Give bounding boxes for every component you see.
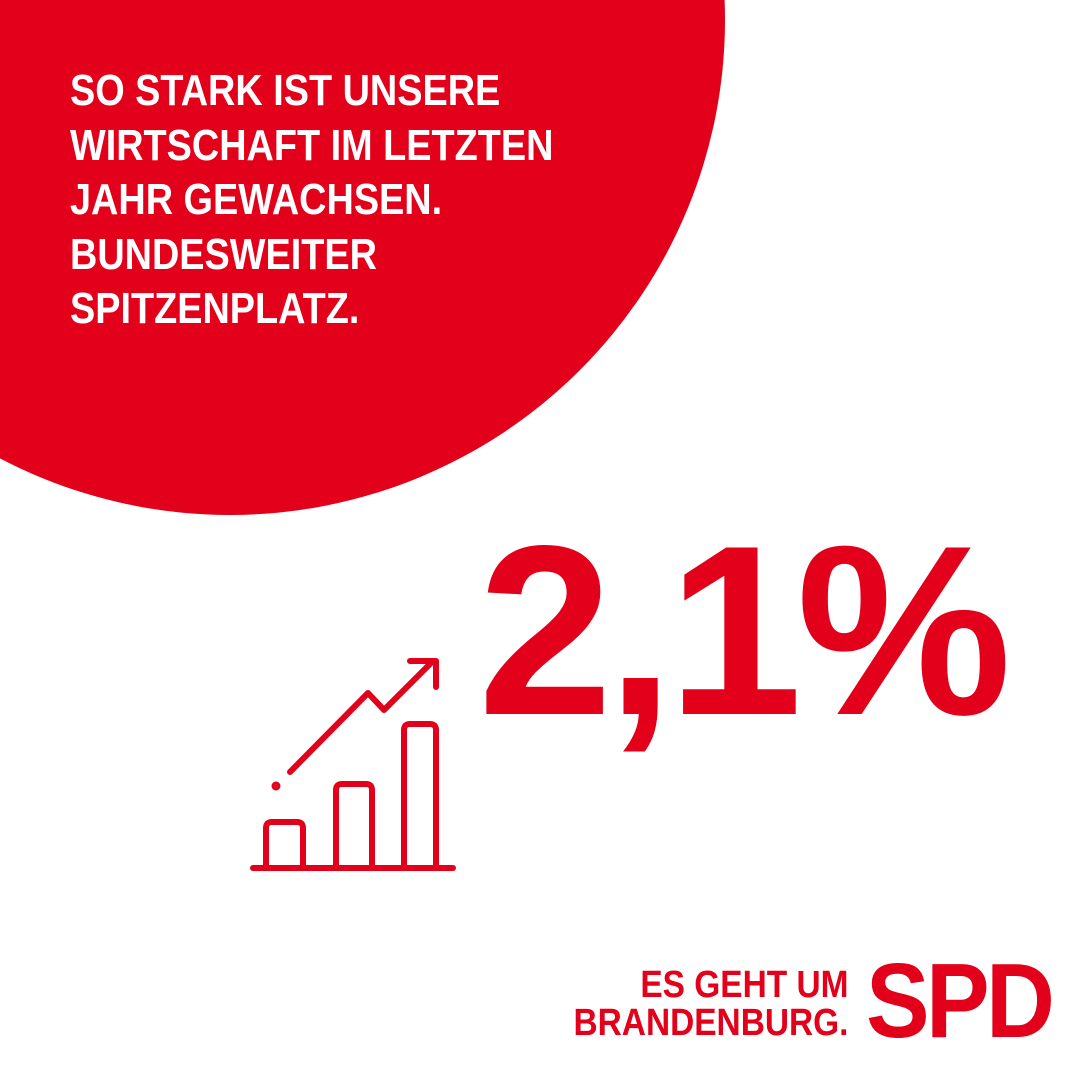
headline-line: JAHR GEWACHSEN. [70,175,443,224]
slogan: ES GEHT UM BRANDENBURG. [573,966,848,1042]
slogan-line: ES GEHT UM [639,964,848,1006]
headline: SO STARK IST UNSERE WIRTSCHAFT IM LETZTE… [70,64,553,337]
headline-line: SO STARK IST UNSERE [70,66,501,115]
headline-line: BUNDESWEITER [70,229,377,279]
headline-line: SPITZENPLATZ. [70,284,360,333]
logo: SPD [866,942,1055,1060]
red-circle [0,0,725,515]
growth-icon [250,658,456,871]
stat-value: 2,1% [478,496,1012,766]
slogan-line: BRANDENBURG. [573,1002,848,1044]
headline-line: WIRTSCHAFT IM LETZTEN [70,120,554,170]
